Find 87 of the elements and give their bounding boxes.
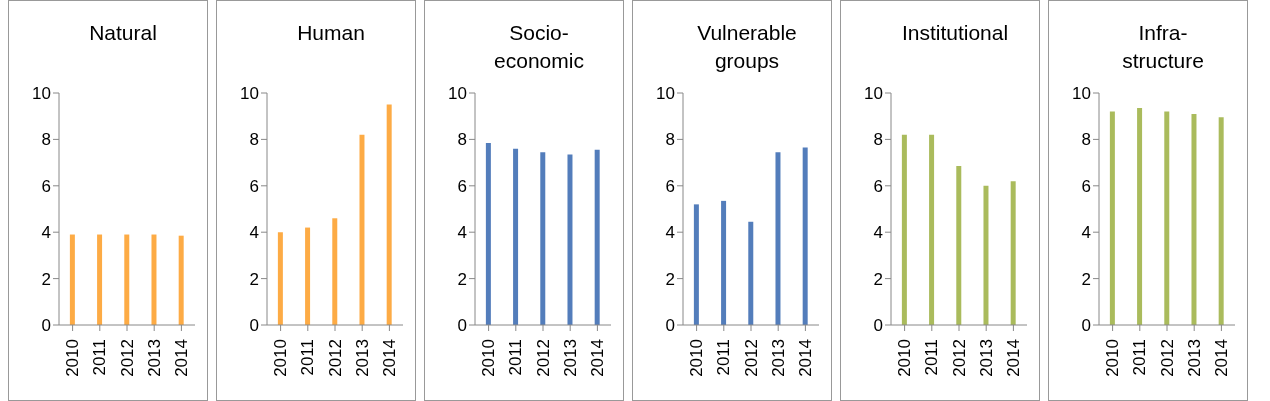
x-tick-label: 2010 (479, 339, 499, 377)
y-tick-label: 6 (41, 176, 51, 196)
bar (305, 227, 311, 325)
y-tick-label: 8 (41, 130, 51, 150)
y-tick-label: 4 (665, 223, 675, 243)
x-tick-label: 2010 (895, 339, 915, 377)
x-tick-label: 2013 (560, 339, 580, 377)
x-tick-label: 2012 (949, 339, 969, 377)
y-tick-label: 0 (873, 316, 883, 336)
x-tick-label: 2012 (1157, 339, 1177, 377)
y-tick-label: 0 (665, 316, 675, 336)
x-tick-label: 2010 (271, 339, 291, 377)
y-tick-label: 2 (249, 269, 259, 289)
chart-title: Vulnerable groups (696, 20, 798, 74)
y-tick-label: 10 (864, 84, 883, 104)
y-tick-label: 6 (1081, 176, 1091, 196)
x-tick-label: 2011 (922, 339, 942, 376)
y-tick-label: 4 (457, 223, 467, 243)
y-tick-label: 2 (873, 269, 883, 289)
y-tick-label: 10 (32, 84, 51, 104)
y-tick-label: 0 (249, 316, 259, 336)
bar (748, 221, 754, 325)
y-tick-label: 0 (457, 316, 467, 336)
y-tick-label: 8 (1081, 130, 1091, 150)
x-tick-label: 2012 (325, 339, 345, 377)
x-tick-label: 2010 (687, 339, 707, 377)
x-tick-label: 2014 (1211, 339, 1231, 377)
x-tick-label: 2014 (795, 339, 815, 377)
x-tick-label: 2014 (587, 339, 607, 377)
y-tick-label: 4 (249, 223, 259, 243)
bar (983, 185, 989, 325)
bar (277, 232, 283, 325)
bar (693, 204, 699, 325)
bar (386, 104, 392, 325)
x-tick-label: 2011 (506, 339, 526, 376)
x-tick-label: 2011 (90, 339, 110, 376)
y-tick-label: 8 (249, 130, 259, 150)
x-tick-label: 2012 (741, 339, 761, 377)
bar (775, 152, 781, 325)
y-tick-label: 10 (656, 84, 675, 104)
y-tick-label: 2 (41, 269, 51, 289)
y-tick-label: 10 (1072, 84, 1091, 104)
y-tick-label: 6 (665, 176, 675, 196)
y-tick-label: 6 (457, 176, 467, 196)
y-tick-label: 2 (457, 269, 467, 289)
x-tick-label: 2014 (379, 339, 399, 377)
x-tick-label: 2014 (171, 339, 191, 377)
y-tick-label: 4 (41, 223, 51, 243)
chart-title: Human (296, 20, 366, 46)
y-tick-label: 10 (240, 84, 259, 104)
x-tick-label: 2014 (1003, 339, 1023, 377)
x-tick-label: 2013 (1184, 339, 1204, 377)
x-tick-label: 2012 (117, 339, 137, 377)
x-tick-label: 2013 (768, 339, 788, 377)
bar (929, 134, 935, 325)
y-tick-label: 0 (41, 316, 51, 336)
x-tick-label: 2013 (352, 339, 372, 377)
y-tick-label: 8 (457, 130, 467, 150)
chart-title: Institutional (900, 20, 1010, 46)
x-tick-label: 2012 (533, 339, 553, 377)
x-tick-label: 2011 (298, 339, 318, 376)
bar (901, 134, 907, 325)
y-tick-label: 4 (1081, 223, 1091, 243)
y-tick-label: 6 (873, 176, 883, 196)
bar (332, 218, 338, 325)
x-tick-label: 2010 (63, 339, 83, 377)
x-tick-label: 2010 (1103, 339, 1123, 377)
bar (956, 166, 962, 325)
y-tick-label: 8 (873, 130, 883, 150)
y-tick-label: 10 (448, 84, 467, 104)
chart-title: Socio- economic (493, 20, 585, 74)
y-tick-label: 8 (665, 130, 675, 150)
bar (802, 147, 808, 325)
x-tick-label: 2013 (976, 339, 996, 377)
chart-title: Natural (88, 20, 158, 46)
x-tick-label: 2013 (144, 339, 164, 377)
chart-title: Infra- structure (1121, 20, 1205, 74)
x-tick-label: 2011 (1130, 339, 1150, 376)
y-tick-label: 2 (665, 269, 675, 289)
y-tick-label: 4 (873, 223, 883, 243)
bar (1010, 181, 1016, 325)
x-tick-label: 2011 (714, 339, 734, 376)
y-tick-label: 0 (1081, 316, 1091, 336)
bar (359, 134, 365, 325)
y-tick-label: 6 (249, 176, 259, 196)
bar (721, 200, 727, 325)
y-tick-label: 2 (1081, 269, 1091, 289)
